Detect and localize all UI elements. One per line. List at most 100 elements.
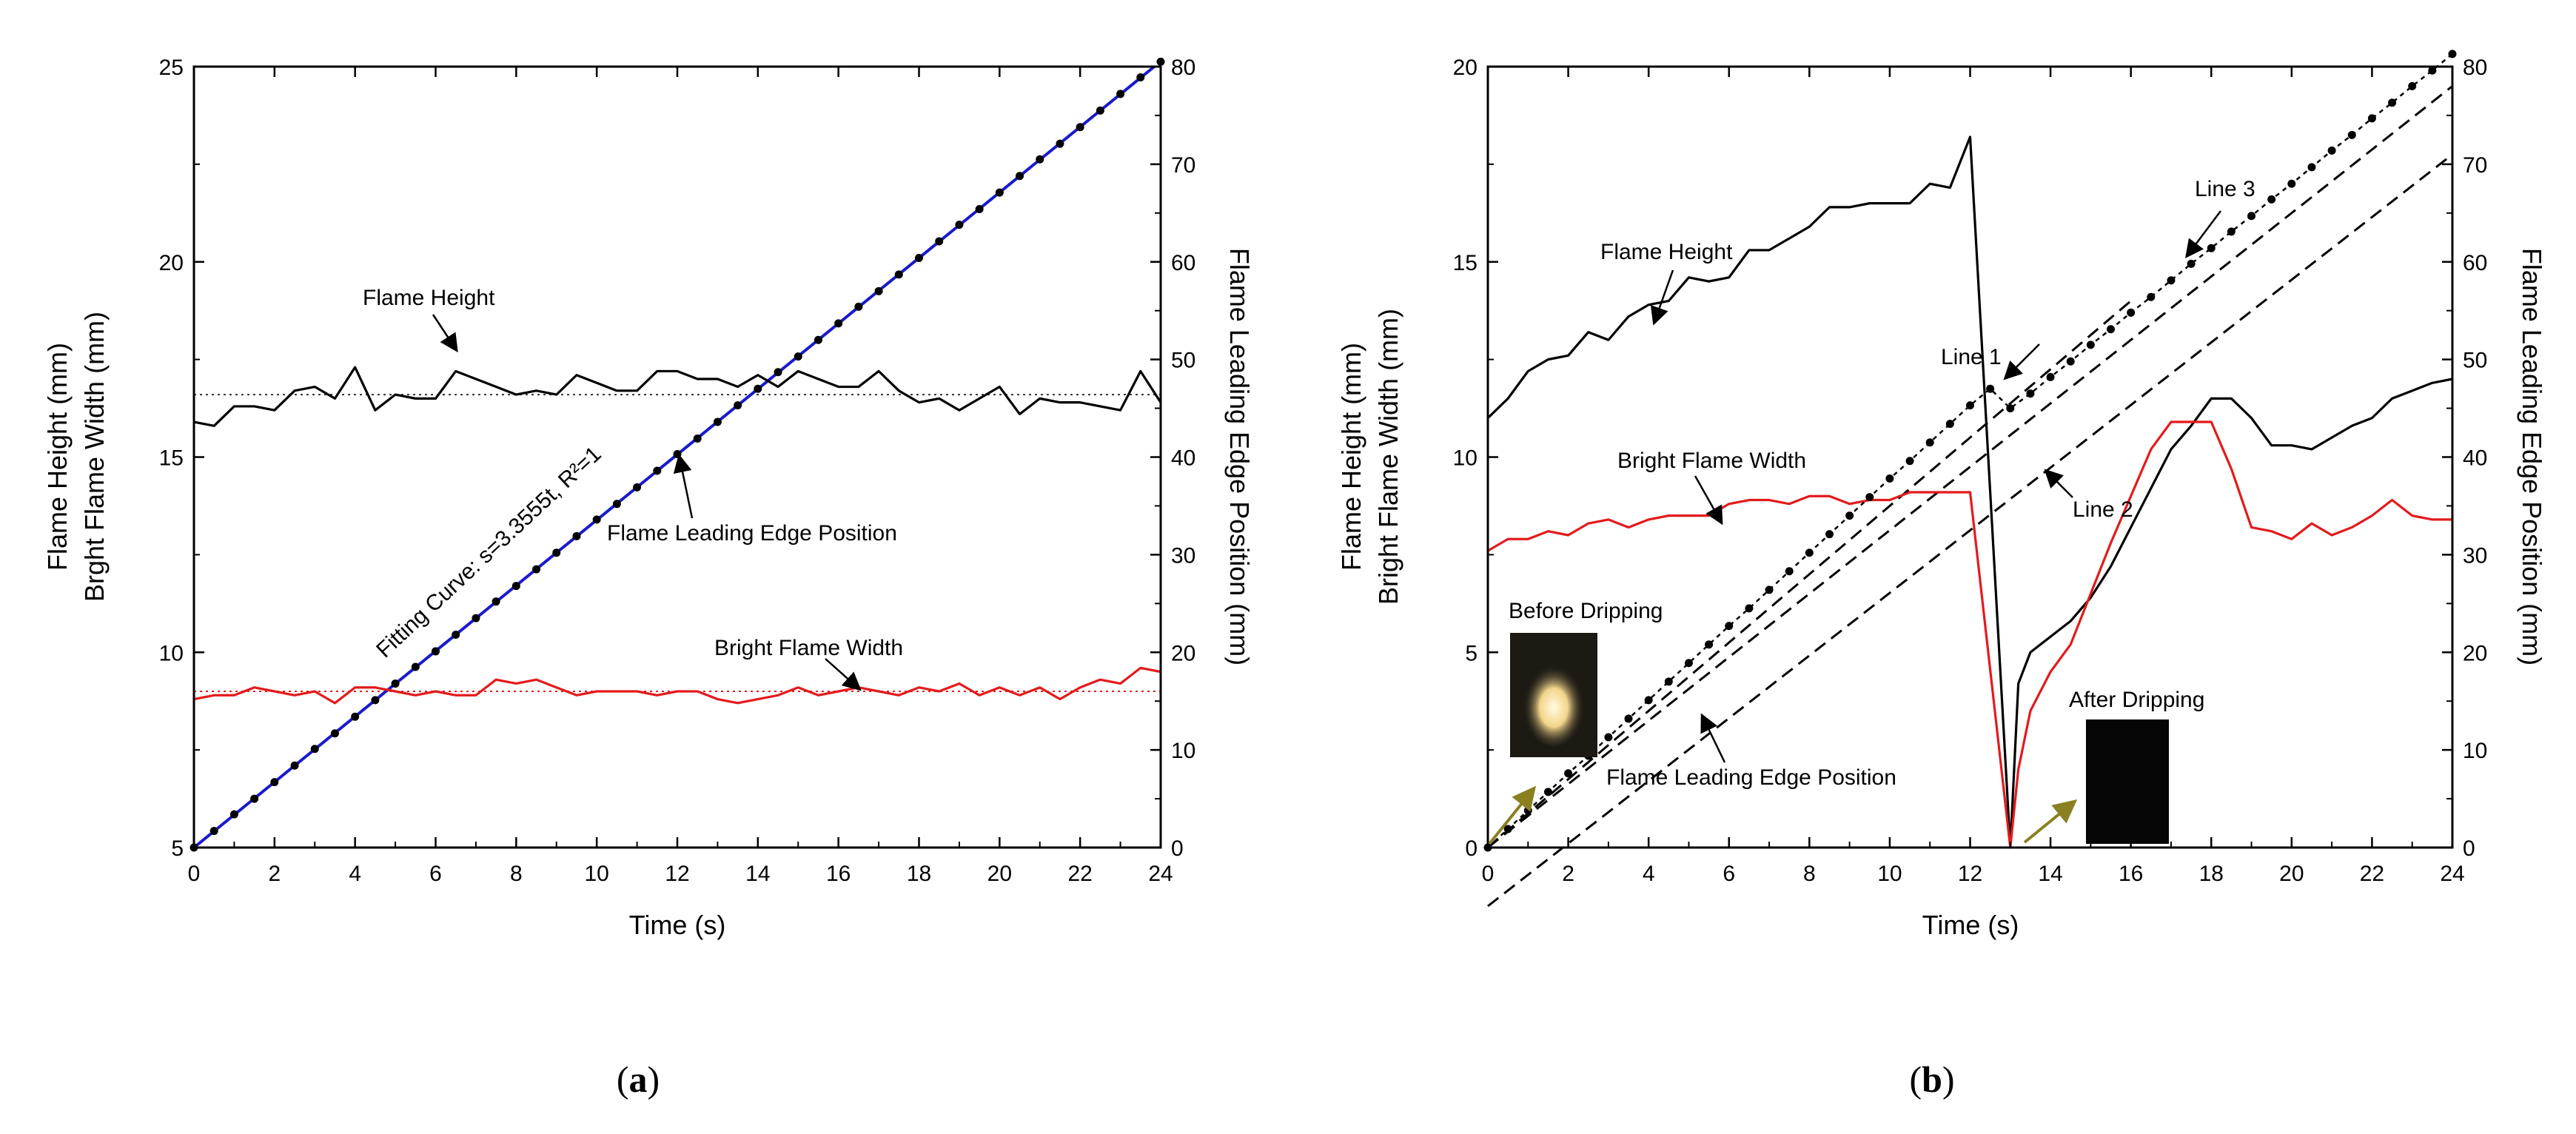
panel-b-series-flame-leading-edge-position-point (1785, 567, 1794, 576)
panel-b-annotation-after-dripping: After Dripping (2069, 688, 2204, 712)
panel-a-annotation-leading-edge: Flame Leading Edge Position (607, 521, 897, 546)
panel-b-series-flame-height (1486, 135, 2453, 849)
panel-a-right-tick-label: 80 (1171, 56, 1195, 80)
panel-b-right-axis-label: Flame Leading Edge Position (mm) (2517, 248, 2547, 665)
panel-b-arrow-bright-width (1694, 475, 1723, 526)
panel-b-right-tick-label: 30 (2463, 543, 2487, 568)
panel-b-x-tick-label: 10 (1877, 862, 1902, 886)
panel-a-x-tick-label: 16 (826, 862, 851, 886)
panel-a-series-flame-leading-edge-position-point (915, 253, 923, 262)
panel-b-annotation-flame-height: Flame Height (1600, 240, 1733, 264)
panel-a-series-flame-leading-edge-position-point (592, 515, 601, 524)
panel-b-series-flame-leading-edge-position-point (2247, 212, 2256, 221)
panel-label-b: (b) (1909, 1058, 1954, 1100)
panel-b-right-tick-label: 20 (2463, 641, 2487, 665)
panel-a-right-axis-label: Flame Leading Edge Position (mm) (1224, 248, 1255, 665)
panel-b-series-flame-leading-edge-position-point (1845, 511, 1854, 520)
panel-a-right-tick-label: 10 (1171, 739, 1195, 763)
panel-a-series-flame-leading-edge-position-point (713, 417, 722, 426)
before-dripping-pointer-arrow (1488, 785, 1537, 845)
panel-a-x-tick-label: 0 (188, 862, 201, 886)
panel-a-x-tick-label: 6 (429, 862, 442, 886)
panel-a-series-flame-leading-edge-position-point (653, 466, 662, 475)
panel-b-series-flame-leading-edge-position-point (1624, 714, 1633, 723)
panel-b-left-tick-label: 0 (1465, 836, 1477, 861)
panel-b-series-flame-leading-edge-position-point (2367, 114, 2376, 123)
panel-b-series-flame-leading-edge-position-point (1885, 474, 1894, 483)
panel-b-x-axis-label: Time (s) (1922, 910, 2019, 940)
panel-a-x-tick-label: 10 (584, 862, 608, 886)
panel-b-series-flame-leading-edge-position-point (2388, 98, 2397, 107)
panel-a-series-flame-leading-edge-position-point (633, 483, 642, 491)
panel-a-series-flame-leading-edge-position-point (834, 319, 843, 328)
panel-a-series-flame-leading-edge-position-point (955, 221, 964, 229)
panel-a-series-flame-leading-edge-position-point (734, 401, 742, 410)
panel-b-series-flame-leading-edge-position-point (2107, 325, 2116, 334)
panel-a-left-tick-label: 15 (159, 446, 184, 471)
panel-b-series-bright-flame-width (1487, 420, 2452, 849)
panel-b-x-tick-label: 6 (1723, 862, 1735, 886)
panel-a-series-flame-leading-edge-position-point (229, 810, 238, 819)
panel-b-dashed-line-1 (1487, 300, 2132, 849)
panel-b-x-tick-label: 24 (2440, 862, 2464, 886)
panel-b-series-flame-leading-edge-position-point (1986, 384, 1995, 393)
panel-b-annotation-leading-edge: Flame Leading Edge Position (1606, 765, 1896, 790)
panel-a-right-tick-label: 70 (1171, 153, 1195, 178)
panel-a-series-flame-leading-edge-position-point (673, 450, 682, 459)
chart-panel-b: 0 2 4 6 8 10 12 14 16 18 20 22 240510152001020304050… (1336, 50, 2547, 940)
panel-a-series-flame-leading-edge-position-point (794, 352, 802, 361)
panel-b-dashed-line-2 (1487, 153, 2453, 907)
panel-a-series-flame-leading-edge-position-point (1076, 123, 1084, 132)
panel-b-series-flame-leading-edge-position-point (1644, 696, 1653, 705)
panel-b-series-flame-leading-edge-position-point (2267, 195, 2276, 204)
panel-b-x-tick-label: 14 (2038, 862, 2062, 886)
panel-a-series-flame-leading-edge-position-point (754, 384, 762, 393)
panel-a-x-tick-label: 4 (349, 862, 361, 886)
panel-a-series-flame-leading-edge-position-point (330, 729, 339, 738)
panel-b-axes-layer: 0 2 4 6 8 10 12 14 16 18 20 22 240510152001020304050… (1453, 56, 2488, 886)
panel-b-left-tick-label: 10 (1453, 446, 1477, 471)
panel-a-left-tick-label: 20 (159, 251, 184, 275)
panel-b-right-tick-label: 10 (2463, 739, 2487, 763)
panel-a-series-flame-leading-edge-position-point (854, 302, 863, 311)
panel-b-series-flame-leading-edge-position-point (2046, 372, 2055, 381)
panel-a-right-tick-label: 20 (1171, 641, 1195, 665)
panel-a-series-layer (189, 57, 1165, 852)
panel-b-series-flame-leading-edge-position-point (1825, 530, 1834, 539)
panel-b-right-tick-label: 60 (2463, 251, 2487, 275)
panel-a-series-flame-leading-edge-position-point (975, 205, 984, 214)
panel-a-series-flame-leading-edge-position-point (572, 531, 581, 540)
panel-b-x-tick-label: 2 (1562, 862, 1574, 886)
panel-a-series-flame-leading-edge-position-point (1016, 172, 1024, 181)
panel-b-series-flame-leading-edge-position-point (2227, 227, 2235, 236)
panel-b-series-flame-leading-edge-position-point (2287, 179, 2296, 188)
panel-a-series-flame-leading-edge-position-point (290, 761, 299, 770)
panel-a-series-flame-leading-edge-position-point (250, 794, 259, 803)
panel-a-series-flame-leading-edge-position-point (1116, 90, 1125, 98)
panel-b-annotation-bright-width: Bright Flame Width (1617, 449, 1806, 473)
panel-b-series-flame-leading-edge-position-point (1765, 586, 1774, 594)
chart-panel-a: 0 2 4 6 8 10 12 14 16 18 20 22 245101520250102030405… (42, 56, 1255, 940)
panel-a-series-flame-leading-edge-position-point (351, 712, 360, 721)
panel-a-series-flame-leading-edge-position-point (432, 647, 440, 656)
panel-a-left-tick-label: 5 (171, 836, 184, 861)
panel-a-series-flame-leading-edge-position-point (1136, 73, 1145, 82)
panel-a-series-flame-leading-edge-position-point (209, 827, 218, 836)
panel-a-x-axis-label: Time (s) (629, 910, 726, 940)
panel-a-left-tick-label: 10 (159, 641, 184, 665)
panel-a-x-tick-label: 22 (1067, 862, 1092, 886)
panel-b-series-flame-leading-edge-position-point (1905, 457, 1914, 466)
panel-a-annotation-fitting-curve: Fitting Curve: s=3.3555t, R²=1 (372, 442, 606, 662)
panel-b-left-axis-label-1: Flame Height (mm) (1336, 343, 1366, 571)
panel-a-arrow-leading-edge (673, 454, 694, 519)
panel-a-arrow-bright-width (825, 658, 862, 691)
before-dripping-flame-glow (1523, 660, 1585, 746)
panel-b-series-flame-leading-edge-position-point (1684, 659, 1693, 668)
panel-a-series-flame-leading-edge-position-point (310, 745, 319, 754)
panel-a-series-flame-leading-edge-position-point (814, 335, 822, 344)
panel-b-right-tick-label: 0 (2463, 836, 2475, 861)
panel-b-arrow-line-3 (2185, 210, 2221, 258)
panel-a-series-flame-leading-edge-position-point (935, 237, 944, 246)
panel-b-annotation-line-2: Line 2 (2073, 497, 2133, 522)
